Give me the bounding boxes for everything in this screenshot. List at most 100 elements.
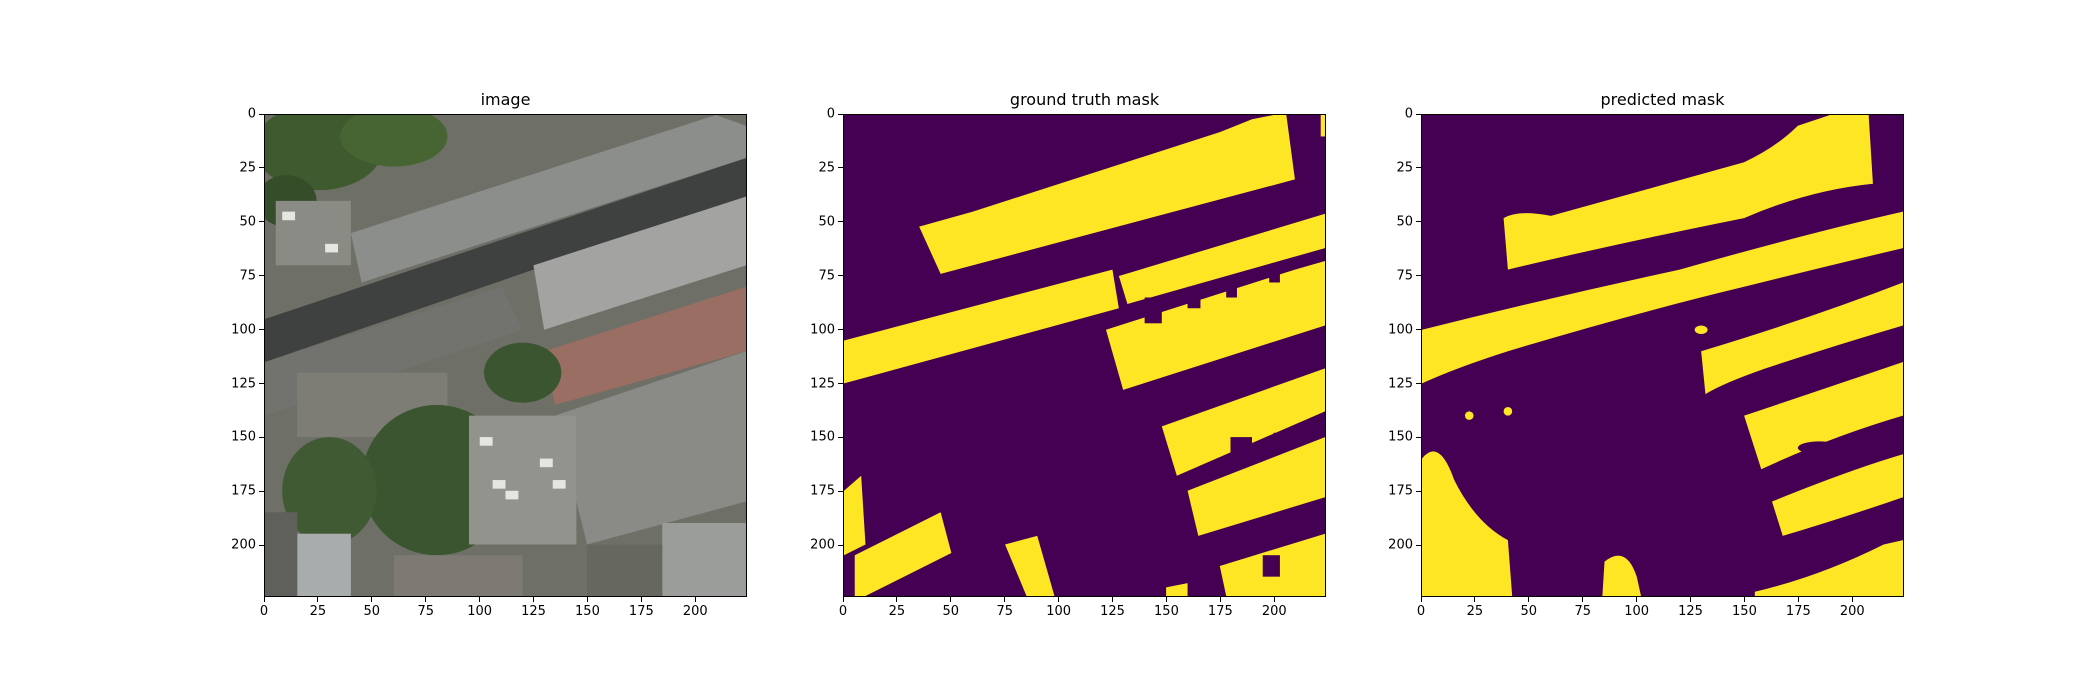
- aerial-image: [264, 114, 747, 597]
- image-y-tick: [259, 275, 264, 277]
- gt-x-tick: [1219, 597, 1221, 602]
- pred-x-tick-label: 175: [1785, 604, 1811, 619]
- gt-x-tick: [896, 597, 898, 602]
- gt-y-tick: [838, 544, 843, 546]
- gt-x-tick-label: 125: [1100, 604, 1125, 619]
- pred-y-tick-label: 150: [1388, 429, 1413, 445]
- image-y-tick-label: 175: [231, 483, 256, 499]
- gt-y-tick-label: 125: [810, 376, 835, 392]
- predicted-mask-svg: [1422, 115, 1903, 596]
- pred-y-tick: [1416, 329, 1421, 331]
- pred-x-tick: [1528, 597, 1530, 602]
- image-x-tick-label: 75: [417, 604, 434, 619]
- pred-x-tick: [1636, 597, 1638, 602]
- image-x-tick: [479, 597, 481, 602]
- pred-y-tick: [1416, 490, 1421, 492]
- image-y-tick: [259, 436, 264, 438]
- predicted-mask: [1421, 114, 1904, 597]
- pred-y-tick: [1416, 113, 1421, 115]
- image-y-tick: [259, 329, 264, 331]
- ground-truth-mask-svg: [844, 115, 1325, 596]
- gt-x-tick-label: 175: [1207, 604, 1233, 619]
- gt-y-tick-label: 150: [810, 429, 835, 445]
- pred-y-tick: [1416, 221, 1421, 223]
- image-x-tick-label: 50: [363, 604, 381, 619]
- image-x-tick: [586, 597, 588, 602]
- pred-y-tick-label: 25: [1396, 160, 1413, 176]
- pred-x-tick: [1797, 597, 1799, 602]
- gt-y-tick: [838, 329, 843, 331]
- pred-x-tick-label: 50: [1520, 604, 1538, 619]
- pred-x-tick-label: 75: [1574, 604, 1591, 619]
- gt-y-tick-label: 100: [810, 322, 835, 338]
- image-y-tick-label: 50: [239, 214, 256, 230]
- image-x-tick: [640, 597, 642, 602]
- image-y-tick: [259, 490, 264, 492]
- gt-x-tick-label: 150: [1154, 604, 1179, 619]
- image-x-tick: [263, 597, 265, 602]
- gt-x-tick: [1112, 597, 1114, 602]
- gt-y-tick-label: 200: [810, 537, 835, 553]
- pred-x-tick-label: 100: [1624, 604, 1650, 619]
- gt-y-tick-label: 50: [818, 214, 835, 230]
- gt-x-tick: [842, 597, 844, 602]
- image-y-tick-label: 125: [231, 376, 256, 392]
- gt-y-tick: [838, 221, 843, 223]
- pred-x-tick: [1474, 597, 1476, 602]
- image-x-tick: [694, 597, 696, 602]
- image-y-tick-label: 25: [239, 160, 256, 176]
- pred-x-tick-label: 125: [1678, 604, 1703, 619]
- gt-x-tick: [1004, 597, 1006, 602]
- gt-x-tick-label: 0: [838, 604, 848, 619]
- panel-title-gt: ground truth mask: [1009, 90, 1160, 109]
- pred-x-tick: [1582, 597, 1584, 602]
- pred-y-tick: [1416, 436, 1421, 438]
- gt-x-tick: [950, 597, 952, 602]
- aerial-image-svg: [265, 115, 746, 596]
- pred-y-tick: [1416, 383, 1421, 385]
- image-y-tick-label: 100: [231, 322, 256, 338]
- pred-y-tick: [1416, 275, 1421, 277]
- pred-y-tick-label: 50: [1396, 214, 1413, 230]
- image-y-tick: [259, 544, 264, 546]
- gt-y-tick: [838, 113, 843, 115]
- panel-title-pred: predicted mask: [1600, 90, 1725, 109]
- pred-x-tick-label: 0: [1416, 604, 1426, 619]
- image-x-tick-label: 175: [628, 604, 654, 619]
- gt-x-tick: [1273, 597, 1275, 602]
- image-x-tick-label: 200: [682, 604, 708, 619]
- image-x-tick-label: 150: [575, 604, 600, 619]
- gt-y-tick-label: 0: [826, 106, 835, 122]
- image-x-tick-label: 100: [467, 604, 493, 619]
- gt-x-tick-label: 100: [1046, 604, 1072, 619]
- pred-x-tick-label: 25: [1466, 604, 1484, 619]
- gt-y-tick: [838, 275, 843, 277]
- pred-y-tick-label: 200: [1388, 537, 1413, 553]
- pred-x-tick: [1743, 597, 1745, 602]
- gt-y-tick-label: 175: [810, 483, 835, 499]
- ground-truth-mask: [843, 114, 1326, 597]
- gt-y-tick-label: 25: [818, 160, 835, 176]
- pred-y-tick-label: 100: [1388, 322, 1413, 338]
- image-x-tick-label: 25: [309, 604, 327, 619]
- panel-title-image: image: [480, 90, 531, 109]
- gt-x-tick: [1165, 597, 1167, 602]
- image-y-tick-label: 75: [239, 268, 256, 284]
- image-y-tick: [259, 113, 264, 115]
- pred-x-tick: [1851, 597, 1853, 602]
- pred-x-tick: [1690, 597, 1692, 602]
- image-x-tick: [425, 597, 427, 602]
- pred-y-tick-label: 175: [1388, 483, 1413, 499]
- image-x-tick: [371, 597, 373, 602]
- image-y-tick-label: 150: [231, 429, 256, 445]
- pred-x-tick-label: 150: [1732, 604, 1757, 619]
- image-x-tick-label: 0: [259, 604, 269, 619]
- pred-y-tick: [1416, 544, 1421, 546]
- image-x-tick: [317, 597, 319, 602]
- image-y-tick-label: 200: [231, 537, 256, 553]
- image-x-tick-label: 125: [521, 604, 546, 619]
- gt-y-tick: [838, 490, 843, 492]
- image-y-tick: [259, 167, 264, 169]
- gt-x-tick-label: 50: [942, 604, 960, 619]
